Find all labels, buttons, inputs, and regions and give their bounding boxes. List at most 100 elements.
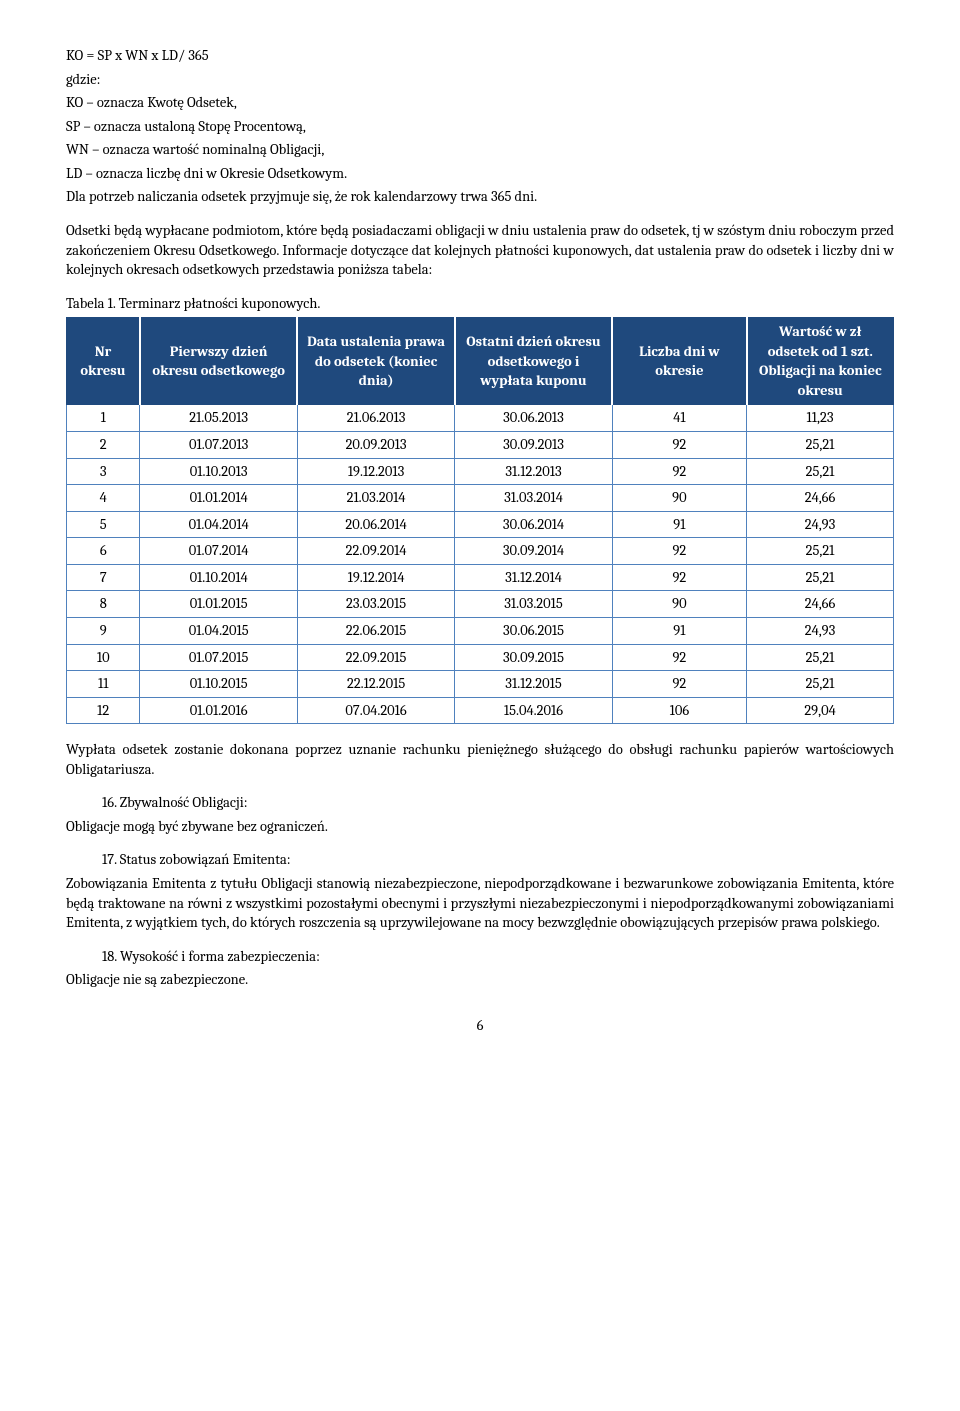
page-number: 6 xyxy=(66,1016,894,1036)
table-row: 401.01.201421.03.201431.03.20149024,66 xyxy=(67,485,894,512)
coupon-table: Nr okresu Pierwszy dzień okresu odsetkow… xyxy=(66,317,894,724)
table-row: 601.07.201422.09.201430.09.20149225,21 xyxy=(67,538,894,565)
th-record: Data ustalenia prawa do odsetek (koniec … xyxy=(297,318,454,405)
table-cell: 01.10.2015 xyxy=(140,671,297,698)
table-cell: 90 xyxy=(612,591,746,618)
formula-note: Dla potrzeb naliczania odsetek przyjmuje… xyxy=(66,187,894,207)
table-cell: 01.07.2015 xyxy=(140,644,297,671)
table-cell: 4 xyxy=(67,485,140,512)
table-cell: 21.06.2013 xyxy=(297,405,454,432)
table-cell: 10 xyxy=(67,644,140,671)
paragraph-3: Wypłata odsetek zostanie dokonana poprze… xyxy=(66,740,894,779)
table-cell: 30.06.2015 xyxy=(455,617,612,644)
table-cell: 11,23 xyxy=(747,405,894,432)
table-cell: 25,21 xyxy=(747,671,894,698)
table-cell: 91 xyxy=(612,511,746,538)
table-cell: 92 xyxy=(612,644,746,671)
table-row: 901.04.201522.06.201530.06.20159124,93 xyxy=(67,617,894,644)
table-row: 1101.10.201522.12.201531.12.20159225,21 xyxy=(67,671,894,698)
table-cell: 5 xyxy=(67,511,140,538)
table-cell: 25,21 xyxy=(747,432,894,459)
table-cell: 15.04.2016 xyxy=(455,697,612,724)
table-cell: 31.03.2014 xyxy=(455,485,612,512)
table-cell: 01.10.2014 xyxy=(140,564,297,591)
table-cell: 21.03.2014 xyxy=(297,485,454,512)
th-start: Pierwszy dzień okresu odsetkowego xyxy=(140,318,297,405)
table-header-row: Nr okresu Pierwszy dzień okresu odsetkow… xyxy=(67,318,894,405)
formula-block: KO = SP x WN x LD/ 365 gdzie: KO – oznac… xyxy=(66,46,894,207)
formula-gdzie: gdzie: xyxy=(66,70,894,90)
table-cell: 01.10.2013 xyxy=(140,458,297,485)
formula-line: KO = SP x WN x LD/ 365 xyxy=(66,46,894,66)
table-cell: 30.06.2013 xyxy=(455,405,612,432)
table-cell: 21.05.2013 xyxy=(140,405,297,432)
table-caption: Tabela 1. Terminarz płatności kuponowych… xyxy=(66,294,894,314)
table-cell: 8 xyxy=(67,591,140,618)
table-cell: 92 xyxy=(612,671,746,698)
sec18-body: Obligacje nie są zabezpieczone. xyxy=(66,970,894,990)
table-row: 201.07.201320.09.201330.09.20139225,21 xyxy=(67,432,894,459)
table-cell: 01.07.2014 xyxy=(140,538,297,565)
section-17: 17. Status zobowiązań Emitenta: Zobowiąz… xyxy=(66,850,894,932)
table-body: 121.05.201321.06.201330.06.20134111,2320… xyxy=(67,405,894,724)
section-16: 16. Zbywalność Obligacji: Obligacje mogą… xyxy=(66,793,894,836)
table-cell: 2 xyxy=(67,432,140,459)
formula-wn: WN – oznacza wartość nominalną Obligacji… xyxy=(66,140,894,160)
table-cell: 24,66 xyxy=(747,591,894,618)
table-cell: 19.12.2013 xyxy=(297,458,454,485)
sec16-body: Obligacje mogą być zbywane bez ogranicze… xyxy=(66,817,894,837)
table-cell: 6 xyxy=(67,538,140,565)
table-row: 801.01.201523.03.201531.03.20159024,66 xyxy=(67,591,894,618)
table-cell: 91 xyxy=(612,617,746,644)
table-cell: 22.12.2015 xyxy=(297,671,454,698)
th-value: Wartość w zł odsetek od 1 szt. Obligacji… xyxy=(747,318,894,405)
table-cell: 20.06.2014 xyxy=(297,511,454,538)
table-row: 121.05.201321.06.201330.06.20134111,23 xyxy=(67,405,894,432)
table-cell: 3 xyxy=(67,458,140,485)
table-cell: 01.04.2014 xyxy=(140,511,297,538)
table-cell: 12 xyxy=(67,697,140,724)
table-cell: 31.03.2015 xyxy=(455,591,612,618)
table-cell: 01.01.2015 xyxy=(140,591,297,618)
table-row: 1001.07.201522.09.201530.09.20159225,21 xyxy=(67,644,894,671)
table-cell: 01.07.2013 xyxy=(140,432,297,459)
table-cell: 22.09.2015 xyxy=(297,644,454,671)
table-cell: 24,66 xyxy=(747,485,894,512)
table-cell: 01.01.2016 xyxy=(140,697,297,724)
table-cell: 30.09.2013 xyxy=(455,432,612,459)
table-cell: 31.12.2015 xyxy=(455,671,612,698)
table-cell: 29,04 xyxy=(747,697,894,724)
para3-text: Wypłata odsetek zostanie dokonana poprze… xyxy=(66,740,894,779)
table-cell: 1 xyxy=(67,405,140,432)
table-cell: 01.04.2015 xyxy=(140,617,297,644)
table-cell: 22.09.2014 xyxy=(297,538,454,565)
formula-sp: SP – oznacza ustaloną Stopę Procentową, xyxy=(66,117,894,137)
sec18-title: 18. Wysokość i forma zabezpieczenia: xyxy=(66,947,894,967)
table-row: 1201.01.201607.04.201615.04.201610629,04 xyxy=(67,697,894,724)
table-cell: 30.06.2014 xyxy=(455,511,612,538)
table-cell: 92 xyxy=(612,458,746,485)
table-cell: 25,21 xyxy=(747,538,894,565)
table-row: 701.10.201419.12.201431.12.20149225,21 xyxy=(67,564,894,591)
sec17-title: 17. Status zobowiązań Emitenta: xyxy=(66,850,894,870)
table-cell: 25,21 xyxy=(747,564,894,591)
sec16-title: 16. Zbywalność Obligacji: xyxy=(66,793,894,813)
table-cell: 22.06.2015 xyxy=(297,617,454,644)
table-cell: 01.01.2014 xyxy=(140,485,297,512)
table-cell: 106 xyxy=(612,697,746,724)
formula-ld: LD – oznacza liczbę dni w Okresie Odsetk… xyxy=(66,164,894,184)
para2-text: Odsetki będą wypłacane podmiotom, które … xyxy=(66,221,894,280)
table-cell: 92 xyxy=(612,564,746,591)
table-cell: 07.04.2016 xyxy=(297,697,454,724)
table-cell: 23.03.2015 xyxy=(297,591,454,618)
table-cell: 24,93 xyxy=(747,617,894,644)
sec17-body: Zobowiązania Emitenta z tytułu Obligacji… xyxy=(66,874,894,933)
table-cell: 11 xyxy=(67,671,140,698)
table-cell: 19.12.2014 xyxy=(297,564,454,591)
table-cell: 31.12.2013 xyxy=(455,458,612,485)
table-cell: 41 xyxy=(612,405,746,432)
table-cell: 92 xyxy=(612,538,746,565)
table-cell: 90 xyxy=(612,485,746,512)
th-days: Liczba dni w okresie xyxy=(612,318,746,405)
paragraph-2: Odsetki będą wypłacane podmiotom, które … xyxy=(66,221,894,280)
